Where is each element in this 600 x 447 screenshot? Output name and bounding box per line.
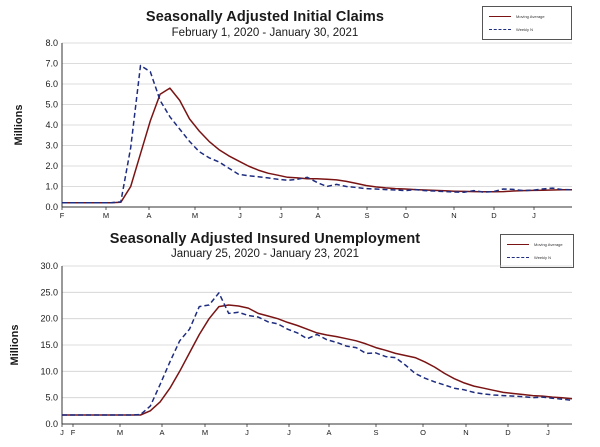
x-tick-label: A [159, 428, 164, 437]
initial-claims-chart-panel: Seasonally Adjusted Initial Claims Febru… [0, 0, 600, 222]
legend-label: Moving Average [534, 242, 563, 247]
series-line-moving-average [62, 304, 573, 416]
chart-subtitle: January 25, 2020 - January 23, 2021 [171, 248, 359, 260]
y-tick-label: 0.0 [45, 202, 58, 212]
x-tick-label: A [326, 428, 331, 437]
x-tick-label: M [192, 211, 198, 220]
y-tick-label: 25.0 [40, 287, 58, 297]
y-tick-label: 8.0 [45, 38, 58, 48]
y-tick-label: 20.0 [40, 314, 58, 324]
legend-label: Weekly N [534, 255, 552, 260]
y-tick-label: 7.0 [45, 59, 58, 69]
y-axis-label: Millions [9, 325, 21, 366]
y-tick-label: 6.0 [45, 79, 58, 89]
x-tick-label: D [505, 428, 511, 437]
y-tick-label: 1.0 [45, 182, 58, 192]
y-tick-label: 15.0 [40, 340, 58, 350]
chart-title: Seasonally Adjusted Initial Claims [145, 9, 385, 25]
legend-label: Weekly N [516, 27, 534, 32]
y-tick-label: 5.0 [45, 100, 58, 110]
insured-unemployment-plot: 0.05.010.015.020.025.030.0J F M A M J J A S O N D JM… [9, 261, 573, 437]
y-tick-label: 2.0 [45, 161, 58, 171]
x-tick-label: N [463, 428, 468, 437]
x-tick-label: N [451, 211, 456, 220]
legend-label: Moving Average [516, 14, 545, 19]
x-tick-label: J [287, 428, 291, 437]
x-tick-label: M [103, 211, 109, 220]
y-tick-label: 10.0 [40, 366, 58, 376]
x-tick-label: M [202, 428, 208, 437]
y-tick-label: 30.0 [40, 261, 58, 271]
insured-unemployment-chart-panel: Seasonally Adjusted Insured Unemployment… [0, 224, 600, 447]
x-tick-label: A [315, 211, 320, 220]
series-line-weekly [62, 64, 573, 204]
y-tick-label: 3.0 [45, 141, 58, 151]
x-tick-label: J [532, 211, 536, 220]
x-tick-label: J [238, 211, 242, 220]
x-tick-label: D [491, 211, 497, 220]
legend-swatch-solid [489, 16, 511, 17]
x-tick-label: A [146, 211, 151, 220]
chart-subtitle: February 1, 2020 - January 30, 2021 [171, 27, 359, 39]
x-tick-label: S [364, 211, 369, 220]
initial-claims-plot: 0.0 1.0 2.0 3.0 4.0 5.0 6.0 7.0 8.0 F M A M J J A S O N D J M… [13, 38, 573, 220]
legend-swatch-dashed [489, 29, 511, 30]
x-tick-label: O [403, 211, 409, 220]
chart-title: Seasonally Adjusted Insured Unemployment [109, 231, 421, 247]
x-tick-label: F [71, 428, 76, 437]
x-tick-label: O [420, 428, 426, 437]
chart-legend: Moving Average Weekly N [482, 6, 572, 40]
legend-swatch-dashed [507, 257, 529, 258]
y-tick-label: 4.0 [45, 120, 58, 130]
x-tick-label: J [60, 428, 64, 437]
x-tick-label: J [279, 211, 283, 220]
series-line-weekly [62, 292, 573, 416]
y-tick-label: 5.0 [45, 393, 58, 403]
y-tick-label: 0.0 [45, 419, 58, 429]
x-tick-label: M [117, 428, 123, 437]
legend-swatch-solid [507, 244, 529, 245]
x-tick-label: F [60, 211, 65, 220]
x-tick-label: J [245, 428, 249, 437]
x-tick-label: J [546, 428, 550, 437]
x-tick-label: S [373, 428, 378, 437]
chart-legend: Moving Average Weekly N [500, 234, 574, 268]
y-axis-label: Millions [13, 105, 25, 146]
